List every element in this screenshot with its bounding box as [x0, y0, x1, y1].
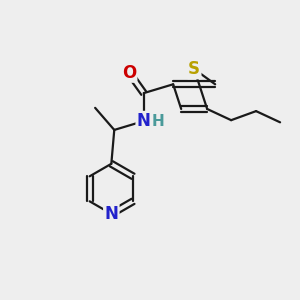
Text: H: H: [152, 114, 165, 129]
Text: S: S: [188, 60, 200, 78]
Text: O: O: [122, 64, 136, 82]
Text: N: N: [104, 205, 118, 223]
Text: N: N: [137, 112, 151, 130]
